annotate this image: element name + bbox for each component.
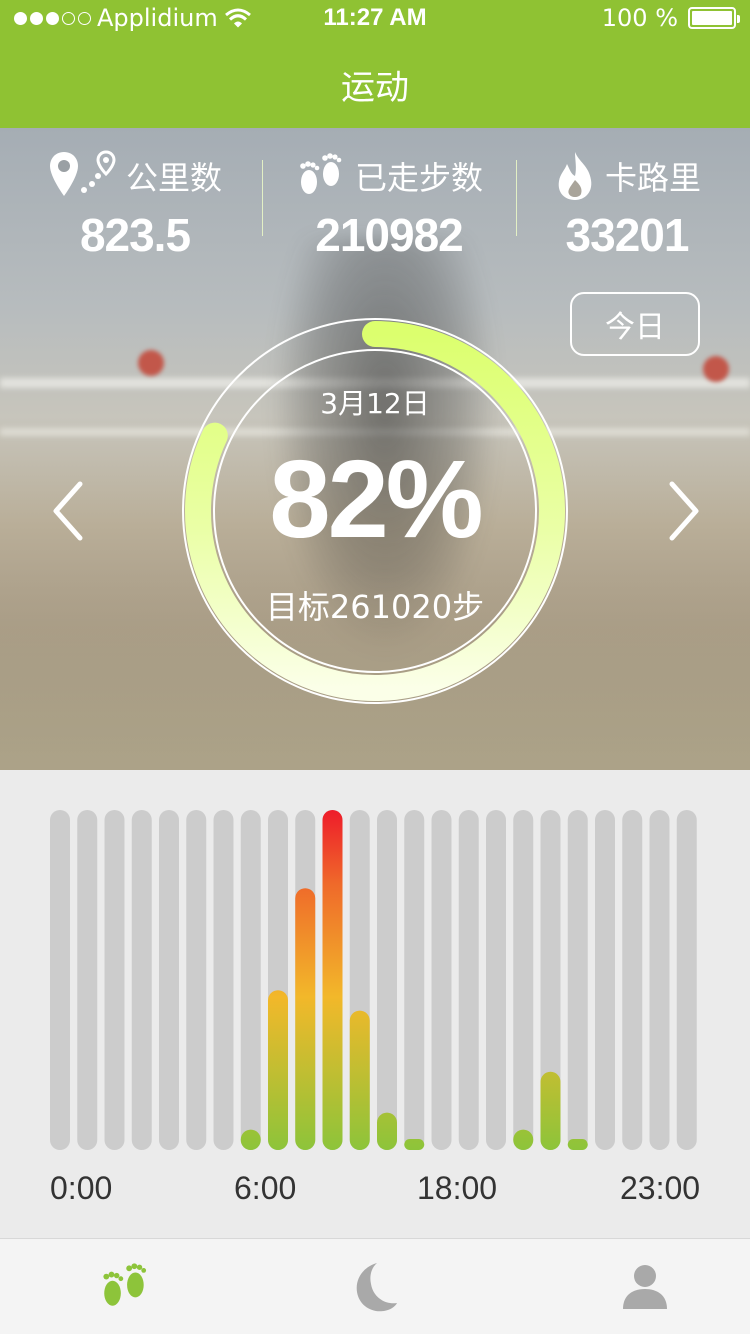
stat-divider bbox=[262, 160, 263, 236]
background-ground bbox=[0, 570, 750, 770]
today-button[interactable]: 今日 bbox=[570, 292, 700, 356]
background-lamp bbox=[138, 350, 164, 376]
stat-calories: 卡路里 33201 bbox=[502, 148, 750, 262]
location-pin-icon bbox=[49, 150, 116, 196]
bar-track bbox=[458, 810, 479, 1150]
bar-track bbox=[213, 810, 234, 1150]
bar-value bbox=[322, 810, 343, 1150]
progress-goal: 目标261020步 bbox=[265, 588, 485, 626]
stat-value: 210982 bbox=[315, 209, 464, 261]
stat-value: 33201 bbox=[565, 209, 690, 261]
stat-value: 823.5 bbox=[79, 209, 191, 261]
tab-bar bbox=[0, 1238, 750, 1334]
x-tick-label: 23:00 bbox=[620, 1170, 701, 1206]
progress-date: 3月12日 bbox=[320, 387, 430, 420]
progress-ring bbox=[182, 318, 568, 704]
tab-profile[interactable] bbox=[520, 1239, 750, 1334]
carrier-name: Applidium bbox=[97, 4, 218, 32]
flame-icon bbox=[558, 152, 592, 200]
battery-icon bbox=[688, 7, 740, 29]
bar-value bbox=[295, 888, 316, 1150]
page-title: 运动 bbox=[341, 68, 409, 108]
moon-icon bbox=[356, 1263, 397, 1312]
bar-track bbox=[486, 810, 506, 1150]
progress-percent: 82% bbox=[269, 438, 483, 561]
background-lamp bbox=[703, 356, 729, 382]
bar-value bbox=[349, 1010, 370, 1150]
stat-label: 公里数 bbox=[125, 159, 222, 197]
bar-track bbox=[159, 810, 179, 1150]
bar-track bbox=[50, 810, 70, 1150]
status-time: 11:27 AM bbox=[323, 4, 427, 31]
stat-label: 已走步数 bbox=[354, 159, 483, 197]
stat-steps: 已走步数 210982 bbox=[264, 148, 514, 262]
header: Applidium 11:27 AM 100 % 运动 bbox=[0, 0, 750, 128]
stats-row: 公里数 823.5 已走步数 210982 bbox=[0, 148, 750, 268]
bar-track bbox=[431, 810, 452, 1150]
footprints-icon bbox=[103, 1263, 147, 1306]
bar-value bbox=[404, 1139, 425, 1150]
stat-distance: 公里数 823.5 bbox=[10, 148, 260, 262]
next-day-button[interactable] bbox=[662, 476, 706, 546]
x-tick-label: 6:00 bbox=[234, 1170, 297, 1206]
footprints-icon bbox=[300, 153, 342, 194]
bar-track bbox=[540, 810, 561, 1150]
bar-track bbox=[104, 810, 125, 1150]
bar-track bbox=[649, 810, 670, 1150]
progress-text: 3月12日 82% 目标261020步 bbox=[180, 316, 570, 706]
wifi-icon bbox=[224, 8, 251, 28]
bar-track bbox=[186, 810, 207, 1150]
bar-track bbox=[676, 810, 697, 1150]
bar-track bbox=[567, 810, 588, 1150]
bar-track bbox=[404, 810, 425, 1150]
activity-hero: 公里数 823.5 已走步数 210982 bbox=[0, 128, 750, 770]
previous-day-button[interactable] bbox=[46, 476, 90, 546]
ring-outer-border bbox=[182, 318, 568, 704]
x-tick-label: 0:00 bbox=[50, 1170, 113, 1206]
status-right: 100 % bbox=[601, 4, 740, 32]
x-tick-label: 18:00 bbox=[417, 1170, 498, 1206]
ring-inner-border bbox=[213, 349, 537, 673]
bar-value bbox=[268, 990, 288, 1150]
status-bar: Applidium 11:27 AM 100 % bbox=[0, 0, 750, 40]
tab-activity[interactable] bbox=[0, 1239, 250, 1334]
bar-value bbox=[513, 1129, 534, 1150]
bar-track bbox=[622, 810, 643, 1150]
bar-track bbox=[240, 810, 261, 1150]
chart-canvas bbox=[50, 810, 697, 1150]
bar-value bbox=[240, 1129, 261, 1150]
bar-track bbox=[77, 810, 98, 1150]
signal-strength-icon bbox=[14, 11, 91, 25]
bar-value bbox=[377, 1112, 397, 1150]
bar-track bbox=[595, 810, 615, 1150]
bar-value bbox=[540, 1071, 561, 1150]
progress-arc bbox=[185, 321, 565, 701]
stat-divider bbox=[516, 160, 517, 236]
status-left: Applidium bbox=[14, 4, 252, 32]
bar-track bbox=[513, 810, 534, 1150]
battery-percent: 100 % bbox=[601, 4, 678, 32]
bar-track bbox=[377, 810, 397, 1150]
bar-track bbox=[131, 810, 152, 1150]
bar-value bbox=[567, 1139, 588, 1150]
stat-label: 卡路里 bbox=[604, 159, 701, 197]
person-icon bbox=[623, 1265, 667, 1309]
tab-sleep[interactable] bbox=[250, 1239, 500, 1334]
hourly-steps-chart: 0:00 6:00 18:00 23:00 bbox=[0, 770, 750, 1238]
